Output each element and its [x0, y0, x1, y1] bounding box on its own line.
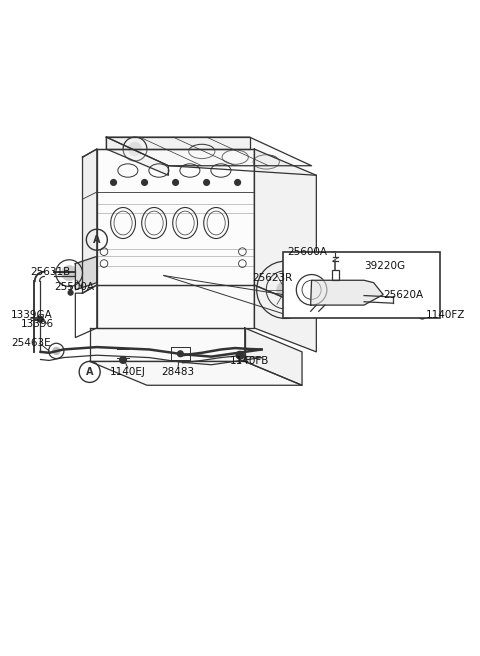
Text: 39220G: 39220G: [364, 261, 405, 271]
Circle shape: [277, 281, 294, 298]
Text: 25623R: 25623R: [252, 273, 292, 283]
Text: 28483: 28483: [161, 367, 194, 377]
Circle shape: [128, 142, 142, 156]
Circle shape: [61, 266, 77, 281]
Polygon shape: [97, 285, 254, 328]
Bar: [283, 252, 441, 318]
Circle shape: [37, 317, 43, 322]
Polygon shape: [90, 361, 302, 385]
Text: 1140FB: 1140FB: [230, 356, 269, 367]
Polygon shape: [75, 256, 97, 290]
Circle shape: [204, 180, 209, 185]
Polygon shape: [83, 149, 97, 293]
Circle shape: [52, 347, 60, 355]
Bar: [332, 270, 339, 280]
Text: 25631B: 25631B: [30, 267, 70, 277]
Polygon shape: [90, 328, 245, 361]
Text: A: A: [86, 367, 94, 377]
Text: 25600A: 25600A: [287, 247, 327, 256]
Text: 13396: 13396: [21, 319, 54, 329]
Polygon shape: [107, 137, 250, 149]
Text: A: A: [93, 235, 101, 245]
Circle shape: [120, 357, 126, 363]
Polygon shape: [311, 280, 383, 305]
Polygon shape: [97, 149, 254, 285]
Text: 1140EJ: 1140EJ: [110, 367, 146, 377]
Polygon shape: [254, 149, 316, 312]
Circle shape: [173, 180, 179, 185]
Polygon shape: [254, 285, 316, 352]
Text: 1339GA: 1339GA: [11, 310, 53, 319]
Circle shape: [178, 351, 183, 357]
Polygon shape: [107, 137, 168, 175]
Polygon shape: [107, 137, 312, 166]
Text: 25620A: 25620A: [383, 289, 423, 300]
Circle shape: [111, 180, 116, 185]
Text: 25463E: 25463E: [11, 338, 50, 348]
Circle shape: [235, 180, 240, 185]
Text: 1140FZ: 1140FZ: [426, 310, 466, 319]
Circle shape: [236, 352, 244, 359]
Circle shape: [419, 312, 426, 319]
Circle shape: [68, 291, 73, 295]
Polygon shape: [245, 328, 302, 385]
Text: 25500A: 25500A: [54, 283, 94, 293]
Circle shape: [142, 180, 147, 185]
